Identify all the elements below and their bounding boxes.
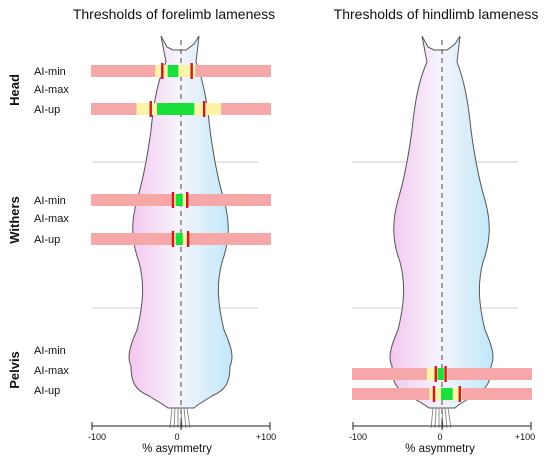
threshold-marker: [190, 63, 193, 79]
x-tick-label: 0: [437, 432, 442, 442]
section-label-withers: Withers: [7, 196, 22, 244]
row-label-withers-ai-max: AI-max: [34, 213, 69, 225]
threshold-marker: [171, 231, 175, 247]
x-axis-label: % asymmetry: [142, 443, 212, 455]
sound-zone: [175, 194, 183, 206]
threshold-marker: [202, 101, 206, 117]
row-label-pelvis-ai-min: AI-min: [34, 345, 66, 357]
right-panel-title: Thresholds of hindlimb lameness: [334, 6, 539, 22]
threshold-marker: [432, 386, 436, 402]
row-label-withers-ai-up: AI-up: [34, 234, 60, 246]
threshold-marker: [149, 101, 152, 117]
row-label-pelvis-ai-up: AI-up: [34, 385, 60, 397]
right-panel: -100 0 +100 % asymmetry: [349, 35, 535, 455]
row-label-head-ai-up: AI-up: [34, 104, 60, 116]
row-label-head-ai-min: AI-min: [34, 66, 66, 78]
sound-zone: [167, 65, 179, 77]
row-label-pelvis-ai-max: AI-max: [34, 365, 69, 377]
threshold-marker: [161, 63, 164, 79]
threshold-marker: [434, 366, 437, 382]
left-panel: -100 0 +100 % asymmetry: [88, 35, 276, 455]
left-panel-title: Thresholds of forelimb lameness: [73, 6, 275, 22]
row-label-head-ai-max: AI-max: [34, 84, 69, 96]
row-label-withers-ai-min: AI-min: [34, 195, 66, 207]
section-label-head: Head: [7, 74, 22, 106]
horse-tail: [430, 407, 452, 429]
threshold-marker: [186, 231, 190, 247]
threshold-marker: [186, 192, 189, 208]
x-axis-label: % asymmetry: [405, 443, 475, 455]
sound-zone: [156, 103, 195, 115]
x-tick-label: +100: [515, 432, 535, 442]
section-label-pelvis: Pelvis: [7, 351, 22, 389]
threshold-marker: [171, 192, 175, 208]
threshold-marker: [444, 366, 447, 382]
sound-zone: [437, 368, 444, 380]
threshold-bands-left: [91, 63, 271, 247]
x-tick-label: -100: [88, 432, 106, 442]
x-tick-label: -100: [349, 432, 367, 442]
x-tick-label: +100: [256, 432, 276, 442]
threshold-marker: [458, 386, 461, 402]
x-tick-label: 0: [174, 432, 179, 442]
sound-zone: [175, 233, 183, 245]
sound-zone: [441, 388, 453, 400]
uncertainty-zone: [426, 368, 448, 380]
threshold-bands-right: [352, 366, 532, 402]
horse-tail: [169, 407, 191, 429]
row-labels: AI-min AI-max AI-up AI-min AI-max AI-up …: [34, 66, 69, 397]
